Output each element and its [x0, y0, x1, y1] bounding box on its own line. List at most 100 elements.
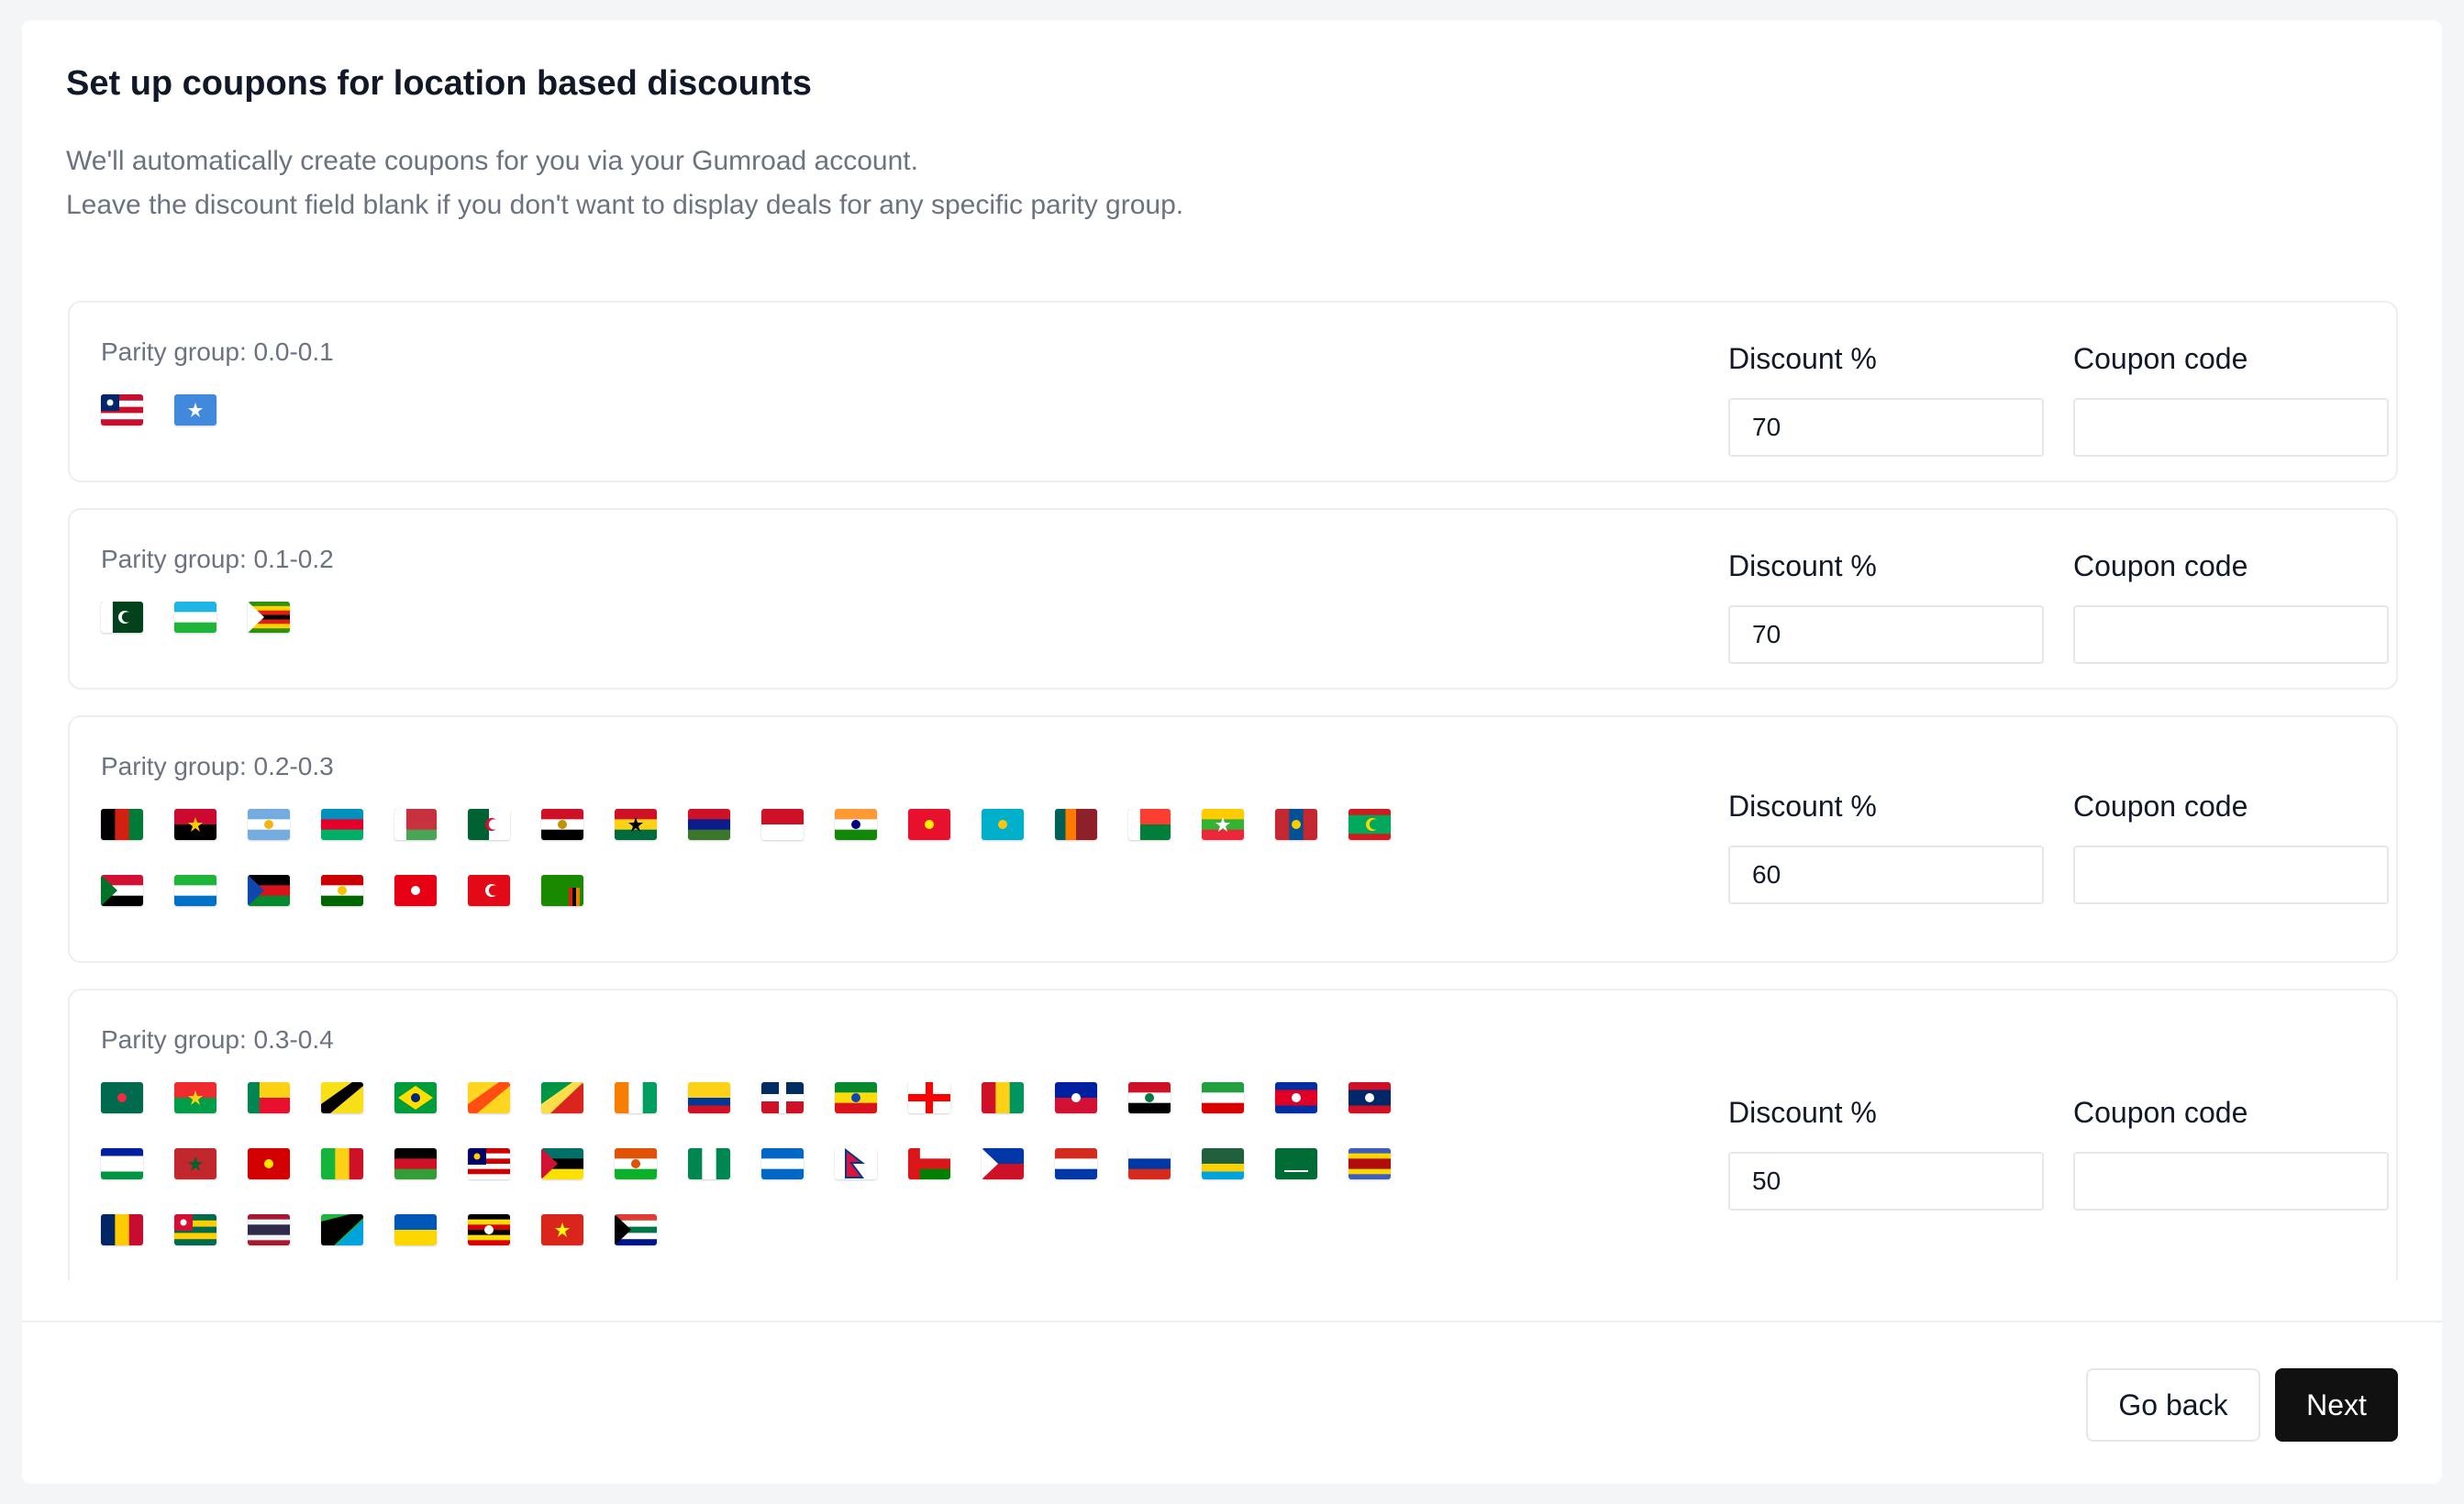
discount-field: Discount %	[1728, 339, 2044, 457]
parity-group-1: Parity group: 0.1-0.2 Discount % Coupon …	[68, 508, 2398, 690]
flag-co-icon	[688, 1082, 730, 1113]
go-back-button[interactable]: Go back	[2086, 1368, 2260, 1442]
parity-group-2: Parity group: 0.2-0.3 Discount % Coupon …	[68, 715, 2398, 963]
coupon-input[interactable]	[2073, 605, 2389, 664]
flag-zw-icon	[248, 602, 290, 633]
flag-mn-icon	[1275, 809, 1317, 840]
flag-gn-icon	[982, 1082, 1024, 1113]
page-description: We'll automatically create coupons for y…	[66, 139, 1183, 227]
flag-dz-icon	[468, 809, 510, 840]
flag-zm-icon	[541, 875, 583, 906]
flag-sa-icon	[1275, 1148, 1317, 1179]
flag-ss-icon	[248, 875, 290, 906]
flag-ir-icon	[1202, 1082, 1244, 1113]
flag-ma-icon	[174, 1148, 216, 1179]
coupon-label: Coupon code	[2073, 1096, 2248, 1129]
coupon-label: Coupon code	[2073, 342, 2248, 375]
flag-mw-icon	[394, 1148, 437, 1179]
flag-ne-icon	[615, 1148, 657, 1179]
flag-af-icon	[101, 809, 143, 840]
discount-label: Discount %	[1728, 790, 1877, 823]
discount-field: Discount %	[1728, 787, 2044, 904]
flag-tg-icon	[174, 1214, 216, 1245]
coupon-input[interactable]	[2073, 1152, 2389, 1211]
description-line-2: Leave the discount field blank if you do…	[66, 190, 1184, 220]
flag-ht-icon	[1055, 1082, 1097, 1113]
flag-ph-icon	[982, 1148, 1024, 1179]
flag-vn-icon	[541, 1214, 583, 1245]
parity-group-0: Parity group: 0.0-0.1 Discount % Coupon …	[68, 301, 2398, 482]
next-button[interactable]: Next	[2275, 1368, 2398, 1442]
flag-ao-icon	[174, 809, 216, 840]
parity-group-3: Parity group: 0.3-0.4 Discount % Coupon …	[68, 989, 2398, 1280]
flag-la-icon	[1349, 1082, 1391, 1113]
flag-lr-icon	[101, 394, 143, 426]
flag-td-icon	[101, 1214, 143, 1245]
coupon-field: Coupon code	[2073, 547, 2389, 664]
parity-group-label: Parity group: 0.2-0.3	[101, 752, 334, 780]
flag-om-icon	[908, 1148, 950, 1179]
country-flags	[101, 809, 1532, 941]
flag-ci-icon	[615, 1082, 657, 1113]
flag-sd-icon	[101, 875, 143, 906]
discount-input[interactable]	[1728, 1152, 2044, 1211]
flag-ug-icon	[468, 1214, 510, 1245]
flag-ru-icon	[1128, 1148, 1171, 1179]
flag-lk-icon	[1055, 809, 1097, 840]
country-flags	[101, 394, 1532, 460]
flag-by-icon	[394, 809, 437, 840]
flag-ge-icon	[908, 1082, 950, 1113]
flag-bd-icon	[101, 1082, 143, 1113]
flag-ni-icon	[761, 1148, 804, 1179]
flag-id-icon	[761, 809, 804, 840]
flag-bn-icon	[321, 1082, 363, 1113]
flag-et-icon	[835, 1082, 877, 1113]
flag-ua-icon	[394, 1214, 437, 1245]
flag-mz-icon	[541, 1148, 583, 1179]
flag-np-icon	[835, 1148, 877, 1179]
flag-py-icon	[1055, 1148, 1097, 1179]
flag-gm-icon	[688, 809, 730, 840]
flag-bt-icon	[468, 1082, 510, 1113]
flag-tj-icon	[321, 875, 363, 906]
coupon-field: Coupon code	[2073, 339, 2389, 457]
flag-gh-icon	[615, 809, 657, 840]
discount-input[interactable]	[1728, 846, 2044, 904]
flag-rw-icon	[1202, 1148, 1244, 1179]
coupon-input[interactable]	[2073, 846, 2389, 904]
parity-group-label: Parity group: 0.0-0.1	[101, 337, 334, 366]
parity-group-label: Parity group: 0.1-0.2	[101, 545, 334, 573]
parity-group-label: Parity group: 0.3-0.4	[101, 1025, 334, 1054]
discount-input[interactable]	[1728, 605, 2044, 664]
discount-label: Discount %	[1728, 1096, 1877, 1129]
flag-tn-icon	[394, 875, 437, 906]
flag-sl-icon	[174, 875, 216, 906]
discount-label: Discount %	[1728, 549, 1877, 582]
flag-do-icon	[761, 1082, 804, 1113]
flag-mk-icon	[248, 1148, 290, 1179]
flag-pk-icon	[101, 602, 143, 633]
flag-cg-icon	[541, 1082, 583, 1113]
flag-kz-icon	[982, 809, 1024, 840]
flag-mg-icon	[1128, 809, 1171, 840]
discount-input[interactable]	[1728, 398, 2044, 457]
flag-bf-icon	[174, 1082, 216, 1113]
flag-iq-icon	[1128, 1082, 1171, 1113]
scroll-area[interactable]: Set up coupons for location based discou…	[22, 20, 2442, 1280]
flag-za-icon	[615, 1214, 657, 1245]
flag-az-icon	[321, 809, 363, 840]
flag-bj-icon	[248, 1082, 290, 1113]
flag-kg-icon	[908, 809, 950, 840]
discount-field: Discount %	[1728, 547, 2044, 664]
discount-label: Discount %	[1728, 342, 1877, 375]
coupon-setup-card: Set up coupons for location based discou…	[22, 20, 2442, 1484]
flag-ng-icon	[688, 1148, 730, 1179]
page-title: Set up coupons for location based discou…	[66, 64, 812, 103]
flag-ar-icon	[248, 809, 290, 840]
coupon-label: Coupon code	[2073, 549, 2248, 582]
footer-bar: Go back Next	[22, 1321, 2442, 1484]
flag-tz-icon	[321, 1214, 363, 1245]
flag-in-icon	[835, 809, 877, 840]
flag-th-icon	[248, 1214, 290, 1245]
coupon-input[interactable]	[2073, 398, 2389, 457]
